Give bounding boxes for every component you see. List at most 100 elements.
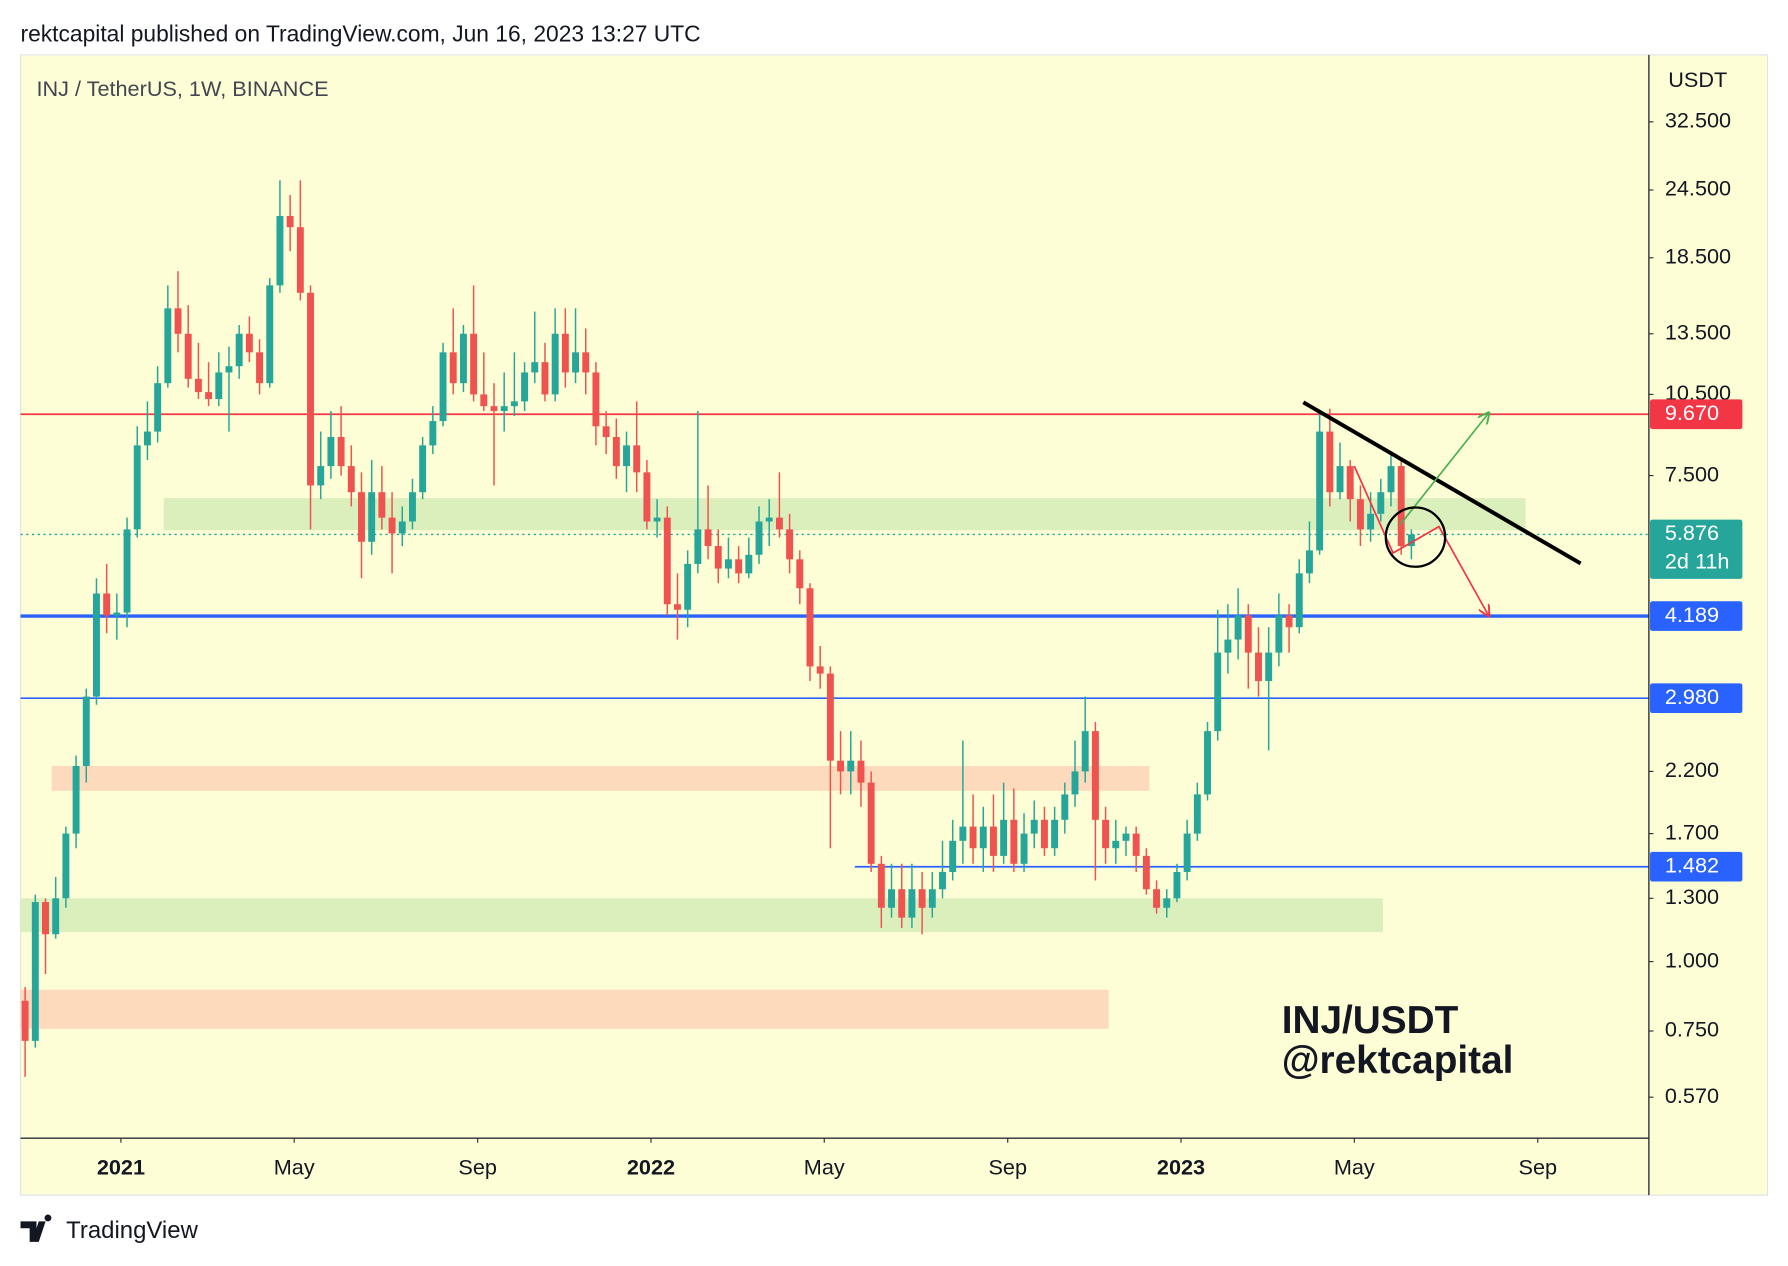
candle-body	[52, 898, 60, 935]
candle-body	[745, 554, 753, 574]
y-tick-label: 1.700	[1665, 819, 1719, 844]
candle-body	[378, 492, 386, 518]
candle-body	[1122, 833, 1130, 841]
price-label: 1.482	[1665, 852, 1719, 877]
candle-body	[154, 383, 162, 432]
candle-body	[72, 765, 80, 834]
candle-body	[1071, 771, 1079, 795]
candle-body	[143, 431, 151, 446]
candle-body	[235, 333, 243, 367]
candle-body	[1295, 573, 1303, 628]
candle-body	[82, 696, 90, 766]
axes: 0.5700.7501.0001.3001.7002.2007.50010.50…	[97, 108, 1743, 1180]
candle-body	[969, 826, 977, 849]
candle-body	[765, 517, 773, 522]
candle-body	[949, 840, 957, 872]
candle-body	[1224, 639, 1232, 653]
candle-body	[1234, 615, 1242, 640]
x-tick-label: 2022	[627, 1155, 675, 1180]
candle-body	[541, 362, 549, 395]
candle-body	[256, 352, 264, 384]
candle-body	[806, 588, 814, 667]
price-label: 2.980	[1665, 684, 1719, 709]
candle-body	[358, 492, 365, 542]
candle-body	[1204, 731, 1211, 795]
candle-body	[847, 760, 855, 772]
candle-body	[623, 445, 630, 467]
candle-body	[1367, 513, 1375, 530]
candle-body	[42, 902, 49, 935]
candle-body	[796, 559, 804, 589]
price-label-bg	[1650, 601, 1743, 631]
candle-body	[1183, 833, 1191, 872]
candle-body	[775, 517, 783, 530]
candle-body	[1163, 898, 1171, 908]
candle-body	[826, 673, 834, 761]
candle-body	[735, 559, 743, 574]
candle-body	[307, 292, 314, 486]
x-tick-label: May	[274, 1155, 315, 1180]
candle-body	[918, 889, 926, 908]
brand-logo	[20, 1214, 52, 1242]
candle-body	[521, 372, 529, 402]
candle-body	[205, 392, 213, 400]
candle-body	[979, 826, 987, 849]
price-label-bg	[1650, 519, 1743, 579]
candle-body	[510, 401, 518, 407]
candle-body	[837, 760, 845, 772]
y-tick-label: 1.300	[1665, 884, 1719, 909]
candle-body	[174, 308, 182, 334]
candle-body	[643, 472, 651, 522]
candle-body	[939, 871, 946, 890]
candle-body	[21, 1000, 29, 1041]
candle-body	[347, 466, 355, 493]
candle-body	[1387, 466, 1395, 493]
candle-body	[470, 333, 478, 395]
annotation: INJ/USDT	[1282, 999, 1459, 1042]
candle-body	[123, 529, 131, 613]
candle-body	[286, 215, 294, 228]
zone	[20, 989, 1109, 1029]
candle-body	[867, 782, 875, 864]
candle-body	[1000, 819, 1008, 856]
x-tick-label: Sep	[458, 1155, 497, 1180]
candle-body	[1214, 652, 1222, 732]
candle-body	[1040, 819, 1048, 849]
candle-body	[572, 352, 580, 373]
highlight-circle	[1384, 506, 1447, 568]
candle-body	[62, 833, 70, 899]
candle-body	[490, 406, 498, 412]
x-tick-label: May	[1334, 1155, 1375, 1180]
candle-body	[704, 529, 712, 547]
candle-body	[459, 333, 467, 384]
candle-body	[276, 215, 284, 286]
candle-body	[1173, 871, 1181, 899]
candle-body	[602, 426, 610, 437]
x-tick-label: May	[804, 1155, 845, 1180]
candle-body	[449, 352, 457, 384]
candle-body	[408, 492, 416, 522]
price-label: 5.876	[1665, 520, 1719, 545]
y-tick-label: 2.200	[1665, 757, 1719, 782]
candle-body	[266, 285, 274, 384]
candle-body	[959, 826, 967, 841]
candle-body	[419, 445, 427, 493]
candle-body	[612, 436, 620, 467]
candle-body	[1030, 819, 1038, 834]
candle-body	[989, 826, 997, 856]
candle-body	[215, 372, 223, 400]
candle-body	[1132, 833, 1140, 856]
candle-body	[245, 333, 253, 353]
candle-body	[908, 889, 916, 918]
candle-body	[296, 227, 304, 293]
price-label: 9.670	[1665, 400, 1719, 425]
candle-body	[1407, 534, 1415, 547]
candle-body	[877, 863, 885, 908]
y-tick-label: 0.570	[1665, 1083, 1719, 1108]
candle-body	[561, 333, 569, 373]
y-tick-label: 7.500	[1665, 461, 1719, 486]
x-tick-label: Sep	[988, 1155, 1027, 1180]
zone	[20, 898, 1383, 933]
candle-body	[327, 436, 335, 467]
